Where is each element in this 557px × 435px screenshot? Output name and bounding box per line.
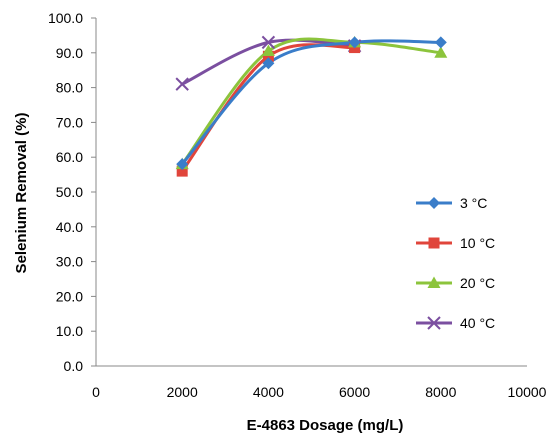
y-tick-label: 100.0: [48, 10, 83, 26]
y-tick-label: 40.0: [56, 219, 83, 235]
legend-label: 20 °C: [460, 275, 495, 291]
legend-label: 40 °C: [460, 315, 495, 331]
y-tick-label: 30.0: [56, 254, 83, 270]
x-tick-label: 2000: [167, 384, 198, 400]
series-line: [180, 37, 443, 166]
y-tick-label: 60.0: [56, 149, 83, 165]
data-point-diamond: [176, 158, 189, 171]
y-tick-label: 50.0: [56, 184, 83, 200]
data-point-square: [428, 237, 440, 249]
y-tick-labels: 0.0 10.0 20.0 30.0 40.0 50.0 60.0 70.0 80.0 90.0 1…: [48, 10, 96, 374]
data-point-x: [261, 35, 276, 50]
y-tick-label: 70.0: [56, 114, 83, 130]
data-point-square: [176, 165, 188, 177]
legend-label: 10 °C: [460, 235, 495, 251]
data-point-x-stroke: [427, 316, 441, 330]
x-tick-label: 4000: [253, 384, 284, 400]
series-layer: [175, 35, 448, 177]
axes: [95, 18, 527, 367]
data-point-square: [262, 50, 274, 62]
series-line: [180, 39, 443, 166]
x-tick-label: 6000: [339, 384, 370, 400]
data-point-x: [427, 316, 441, 330]
data-point-diamond: [348, 36, 361, 49]
data-point-triangle: [434, 46, 448, 58]
y-tick-label: 10.0: [56, 323, 83, 339]
x-tick-label: 10000: [508, 384, 547, 400]
legend-label: 3 °C: [460, 195, 487, 211]
data-point-triangle: [261, 44, 275, 57]
x-axis-title: E-4863 Dosage (mg/L): [247, 417, 404, 434]
data-point-triangle: [427, 276, 441, 288]
data-point-x-stroke: [261, 35, 276, 50]
data-point-diamond: [428, 197, 440, 209]
data-point-x-stroke: [175, 77, 189, 91]
x-tick-label: 8000: [425, 384, 456, 400]
y-axis-title: Selenium Removal (%): [13, 113, 30, 274]
y-tick-label: 0.0: [64, 358, 84, 374]
data-point-diamond: [262, 57, 275, 70]
y-tick-label: 20.0: [56, 288, 83, 304]
legend: 3 °C 10 °C 20 °C 40 °C: [416, 195, 495, 331]
data-point-x: [175, 77, 189, 91]
data-point-diamond: [434, 36, 447, 49]
x-tick-label: 0: [92, 384, 100, 400]
x-tick-labels: 0 2000 4000 6000 8000 10000: [92, 384, 547, 400]
y-tick-label: 80.0: [56, 80, 83, 96]
y-tick-label: 90.0: [56, 45, 83, 61]
